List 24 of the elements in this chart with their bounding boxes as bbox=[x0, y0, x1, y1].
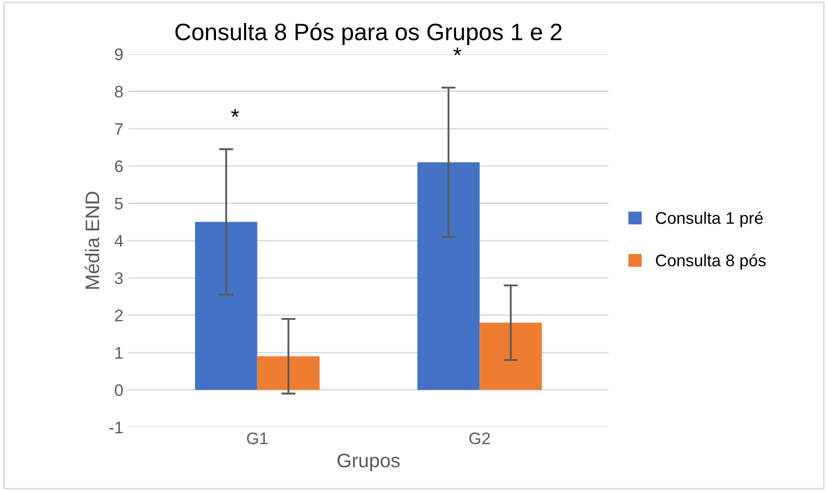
y-axis-title: Média END bbox=[84, 192, 100, 289]
y-tick-label: 5 bbox=[114, 198, 123, 210]
bar bbox=[195, 222, 258, 390]
y-tick-label: 2 bbox=[115, 310, 123, 322]
annotation: * bbox=[453, 47, 462, 56]
y-tick-label: 6 bbox=[115, 160, 123, 172]
legend-label: Consulta 8 pós bbox=[656, 254, 766, 270]
x-tick-label: G2 bbox=[469, 432, 490, 444]
y-tick-label: 3 bbox=[114, 272, 123, 284]
y-tick-label: 4 bbox=[114, 235, 123, 247]
chart-title: Consulta 8 Pós para os Grupos 1 e 2 bbox=[175, 22, 562, 46]
x-axis-title: Grupos bbox=[338, 454, 400, 472]
bar bbox=[480, 322, 542, 390]
legend-label: Consulta 1 pré bbox=[656, 212, 763, 228]
y-tick-label: 7 bbox=[115, 123, 123, 135]
y-tick-label: 8 bbox=[114, 86, 123, 98]
y-tick-label: 9 bbox=[114, 48, 123, 60]
x-tick-label: G1 bbox=[247, 432, 268, 444]
bar bbox=[257, 356, 320, 390]
y-tick-label: 1 bbox=[115, 347, 123, 359]
y-tick-label: -1 bbox=[109, 422, 123, 434]
y-tick-label: 0 bbox=[114, 384, 123, 396]
bar bbox=[417, 162, 480, 390]
annotation: * bbox=[231, 109, 240, 117]
